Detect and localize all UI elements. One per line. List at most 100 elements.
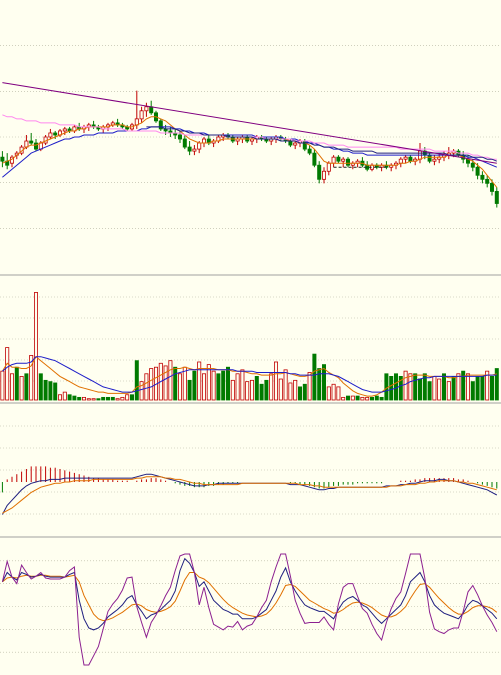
volume-bar: [53, 382, 58, 401]
volume-bar: [249, 379, 254, 401]
volume-bar: [58, 394, 63, 401]
volume-bar: [38, 373, 43, 401]
candle-body: [336, 156, 341, 162]
volume-bar: [254, 375, 259, 401]
volume-bar: [24, 373, 29, 401]
volume-bar: [149, 368, 154, 401]
candle-body: [192, 148, 197, 152]
candle-body: [149, 106, 154, 114]
candle-body: [494, 191, 499, 204]
volume-bar: [288, 382, 293, 401]
candle-body: [480, 174, 485, 180]
price-ma-line: [2, 116, 498, 188]
volume-bar: [19, 375, 24, 401]
volume-bar: [297, 386, 302, 401]
candle-body: [403, 156, 408, 160]
volume-bar: [336, 386, 341, 401]
volume-bar: [0, 370, 5, 401]
volume-bar: [144, 373, 149, 401]
volume-bar: [5, 347, 10, 401]
kdj-k-line: [1, 557, 498, 631]
volume-bar: [441, 373, 446, 401]
volume-bar: [321, 364, 326, 401]
volume-bar: [14, 366, 19, 401]
volume-bar: [446, 381, 451, 401]
volume-bar: [398, 375, 403, 401]
volume-bar: [326, 386, 331, 401]
candle-body: [302, 140, 307, 150]
volume-ma-line: [1, 355, 497, 397]
candle-body: [187, 146, 192, 152]
volume-bar: [312, 353, 317, 401]
volume-bar: [355, 395, 360, 401]
volume-bar: [264, 379, 269, 401]
volume-bar: [456, 373, 461, 401]
volume-bar: [9, 373, 14, 401]
volume-bar: [240, 369, 245, 401]
volume-bar: [417, 378, 422, 401]
volume-bar: [307, 372, 312, 401]
volume-bar: [187, 379, 192, 401]
trend-line: [2, 82, 497, 164]
volume-bar: [302, 383, 307, 401]
volume-bar: [369, 396, 374, 401]
volume-bar: [345, 395, 350, 401]
candle-body: [197, 142, 202, 150]
volume-bar: [393, 373, 398, 401]
volume-bar: [403, 370, 408, 401]
volume-panel: [0, 292, 499, 401]
volume-bar: [211, 370, 216, 401]
volume-bar: [278, 378, 283, 401]
volume-bar: [82, 396, 87, 401]
volume-bar: [422, 373, 427, 401]
volume-bar: [48, 381, 53, 401]
volume-bar: [115, 398, 120, 401]
volume-bar: [293, 379, 298, 401]
kdj-j-line: [1, 553, 498, 666]
volume-bar: [470, 381, 475, 401]
candle-body: [475, 166, 480, 176]
volume-bar: [465, 373, 470, 401]
candle-body: [0, 156, 5, 162]
volume-bar: [389, 375, 394, 401]
volume-bar: [125, 394, 130, 401]
volume-bar: [341, 396, 346, 401]
candle-body: [470, 162, 475, 168]
volume-bar: [225, 366, 230, 401]
volume-bar: [427, 381, 432, 401]
candle-body: [29, 140, 34, 144]
volume-bar: [206, 364, 211, 401]
candle-body: [321, 170, 326, 180]
kdj-d-line: [2, 572, 498, 622]
volume-bar: [67, 394, 72, 401]
volume-bar: [29, 355, 34, 401]
candle-body: [144, 106, 149, 112]
volume-bar: [62, 391, 67, 401]
candle-body: [307, 148, 312, 154]
candle-body: [326, 162, 331, 172]
volume-bar: [106, 396, 111, 401]
volume-bar: [374, 395, 379, 401]
candle-body: [489, 182, 494, 192]
candle-body: [341, 158, 346, 162]
volume-bar: [384, 373, 389, 401]
macd-panel: [1, 466, 498, 515]
price-ma-line: [146, 126, 497, 162]
candle-body: [288, 140, 293, 146]
volume-bar: [489, 375, 494, 401]
candle-body: [485, 178, 490, 184]
volume-bar: [317, 368, 322, 401]
volume-bar: [43, 379, 48, 401]
volume-bar: [480, 375, 485, 401]
candle-body: [345, 158, 350, 166]
kdj-panel: [1, 553, 498, 666]
volume-bar: [221, 370, 226, 401]
volume-bar: [432, 375, 437, 401]
volume-bar: [163, 365, 168, 401]
volume-bar: [408, 373, 413, 401]
price-ma-line: [2, 126, 497, 178]
volume-bar: [360, 396, 365, 401]
volume-bar: [365, 396, 370, 401]
